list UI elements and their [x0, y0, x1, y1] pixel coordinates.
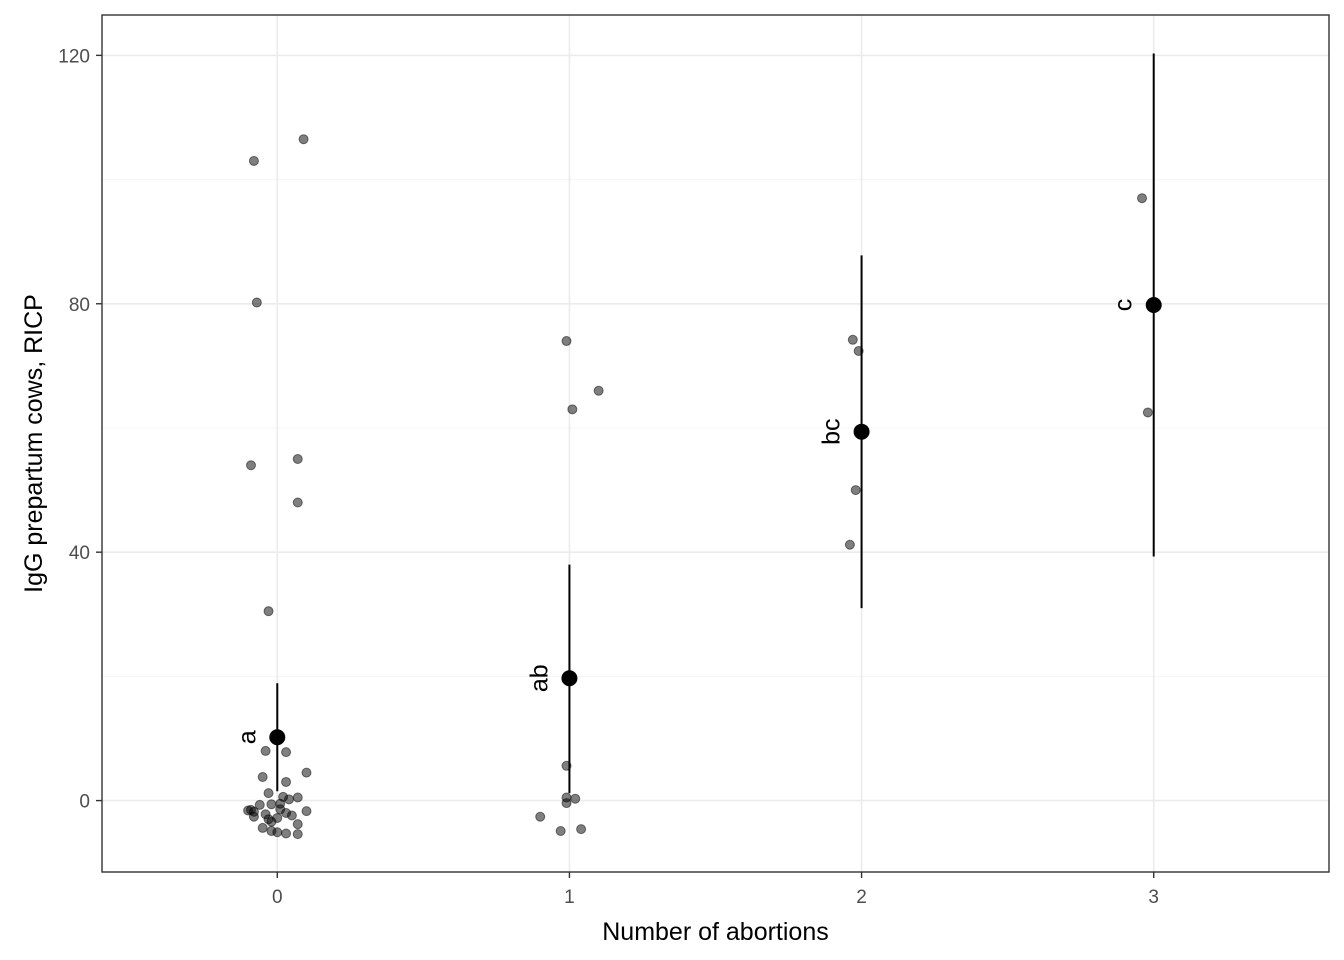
data-point: [301, 806, 312, 817]
data-point: [257, 822, 268, 833]
data-point: [576, 824, 587, 835]
data-point: [272, 827, 283, 838]
x-tick-label: 1: [564, 887, 575, 908]
data-point: [844, 539, 855, 550]
data-point: [593, 385, 604, 396]
data-point: [570, 793, 581, 804]
axes: 0 40 80 120 0 1 2 3: [58, 46, 1159, 908]
data-point: [266, 816, 277, 827]
data-point: [245, 460, 256, 471]
group-label: a: [233, 730, 261, 744]
y-tick-label: 40: [69, 543, 90, 564]
data-point: [248, 811, 259, 822]
data-point: [263, 606, 274, 617]
data-point: [853, 345, 864, 356]
x-tick-label: 3: [1148, 887, 1159, 908]
data-point: [251, 297, 262, 308]
y-tick-label: 120: [58, 46, 90, 67]
group-label: bc: [818, 418, 846, 444]
raw-data-points: [243, 134, 1153, 840]
data-point: [567, 404, 578, 415]
data-point: [248, 155, 259, 166]
data-point: [292, 792, 303, 803]
data-point: [281, 776, 292, 787]
group-label: c: [1110, 299, 1138, 312]
data-point: [561, 760, 572, 771]
data-point: [850, 485, 861, 496]
group-means: [269, 297, 1162, 746]
data-point: [257, 771, 268, 782]
data-point: [561, 798, 572, 809]
data-point: [561, 336, 572, 347]
data-point: [286, 810, 297, 821]
data-point: [266, 799, 277, 810]
y-axis-title: IgG prepartum cows, RICP: [20, 294, 48, 593]
data-point: [535, 811, 546, 822]
x-tick-label: 0: [272, 887, 283, 908]
mean-point: [561, 670, 578, 687]
group-label: ab: [525, 664, 553, 692]
group-letter-labels: a ab bc c: [233, 299, 1137, 744]
y-tick-label: 0: [79, 792, 90, 813]
data-point: [254, 799, 265, 810]
data-point: [298, 134, 309, 145]
data-point: [281, 747, 292, 758]
mean-point: [1145, 297, 1162, 314]
data-point: [301, 767, 312, 778]
data-point: [1142, 407, 1153, 418]
x-tick-label: 2: [856, 887, 867, 908]
y-tick-label: 80: [69, 295, 90, 316]
data-point: [292, 819, 303, 830]
data-point: [1137, 193, 1148, 204]
data-point: [292, 829, 303, 840]
data-point: [283, 794, 294, 805]
data-point: [292, 497, 303, 508]
data-point: [260, 745, 271, 756]
data-point: [263, 788, 274, 799]
panel-border: [101, 14, 1330, 873]
data-point: [292, 454, 303, 465]
data-point: [281, 828, 292, 839]
mean-point: [853, 423, 870, 440]
mean-point: [269, 729, 286, 746]
data-point: [555, 826, 566, 837]
data-point: [847, 334, 858, 345]
x-axis-title: Number of abortions: [602, 918, 829, 946]
